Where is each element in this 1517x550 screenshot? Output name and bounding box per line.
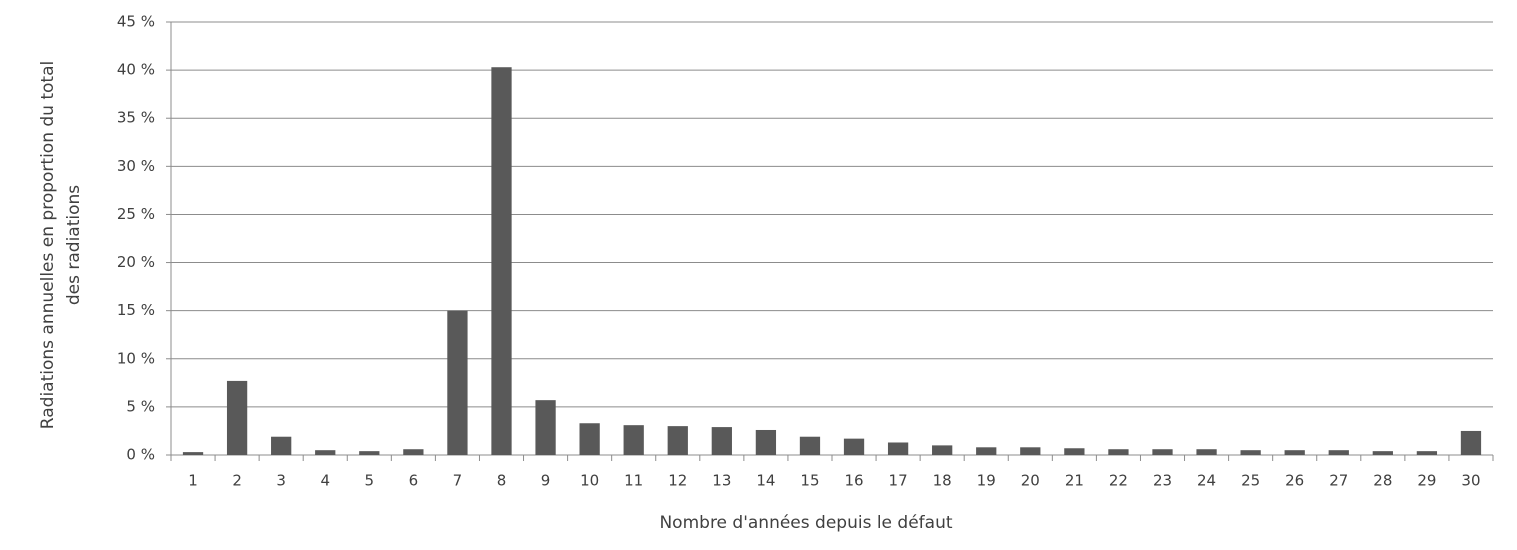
bar: [1460, 430, 1482, 455]
x-tick-label: 5: [365, 472, 375, 490]
x-tick-label: 7: [453, 472, 463, 490]
bar: [447, 310, 468, 455]
bar: [491, 67, 512, 456]
x-tick-label: 30: [1461, 472, 1480, 490]
y-tick-label: 35 %: [117, 109, 155, 127]
bar: [755, 429, 777, 455]
bar: [1152, 449, 1173, 455]
bar: [403, 449, 424, 455]
x-tick-label: 9: [541, 472, 551, 490]
bar: [1372, 451, 1393, 455]
bar: [1108, 449, 1129, 455]
x-tick-label: 28: [1373, 472, 1392, 490]
x-tick-label: 26: [1285, 472, 1304, 490]
y-tick-label: 20 %: [117, 253, 155, 271]
x-tick-label: 10: [580, 472, 599, 490]
y-tick-label: 40 %: [117, 61, 155, 79]
x-tick-label: 29: [1417, 472, 1436, 490]
bar: [1196, 449, 1217, 455]
x-tick-label: 8: [497, 472, 507, 490]
bar: [843, 438, 865, 455]
x-tick-label: 13: [712, 472, 731, 490]
y-tick-label: 0 %: [126, 446, 155, 464]
bar: [887, 442, 909, 455]
x-tick-label: 12: [668, 472, 687, 490]
x-tick-label: 11: [624, 472, 643, 490]
bar: [932, 445, 953, 455]
bar: [1416, 451, 1438, 455]
x-tick-label: 27: [1329, 472, 1348, 490]
bar: [182, 452, 204, 455]
y-tick-label: 45 %: [117, 13, 155, 31]
x-tick-label: 6: [409, 472, 419, 490]
x-tick-label: 18: [933, 472, 952, 490]
bar: [271, 436, 292, 455]
bar: [711, 427, 732, 455]
y-axis-label: Radiations annuelles en proportion du to…: [38, 61, 58, 429]
y-tick-label: 25 %: [117, 205, 155, 223]
bar: [667, 426, 688, 455]
x-tick-label: 23: [1153, 472, 1172, 490]
bar: [359, 451, 380, 455]
bar: [226, 380, 248, 455]
bar: [315, 450, 336, 455]
x-tick-label: 14: [756, 472, 775, 490]
x-tick-label: 19: [977, 472, 996, 490]
bar: [1020, 447, 1041, 455]
x-tick-label: 16: [844, 472, 863, 490]
bar: [799, 436, 821, 455]
y-tick-label: 10 %: [117, 349, 155, 367]
bar: [579, 423, 600, 455]
x-tick-label: 1: [188, 472, 198, 490]
y-tick-label: 15 %: [117, 301, 155, 319]
bar: [1240, 450, 1261, 455]
y-tick-label: 5 %: [126, 397, 155, 415]
x-tick-label: 24: [1197, 472, 1216, 490]
y-tick-label: 30 %: [117, 157, 155, 175]
x-axis-label: Nombre d'années depuis le défaut: [659, 513, 952, 533]
x-tick-label: 4: [320, 472, 330, 490]
bar: [976, 447, 997, 455]
bar: [535, 400, 556, 455]
x-tick-label: 22: [1109, 472, 1128, 490]
y-axis-label: des radiations: [64, 185, 84, 305]
x-tick-label: 2: [232, 472, 242, 490]
x-tick-label: 21: [1065, 472, 1084, 490]
x-tick-label: 3: [276, 472, 286, 490]
x-tick-label: 20: [1021, 472, 1040, 490]
bar: [623, 425, 644, 455]
bar: [1328, 450, 1349, 455]
x-tick-label: 17: [889, 472, 908, 490]
x-tick-label: 15: [800, 472, 819, 490]
x-tick-label: 25: [1241, 472, 1260, 490]
bar: [1284, 450, 1305, 455]
bar: [1064, 448, 1085, 455]
